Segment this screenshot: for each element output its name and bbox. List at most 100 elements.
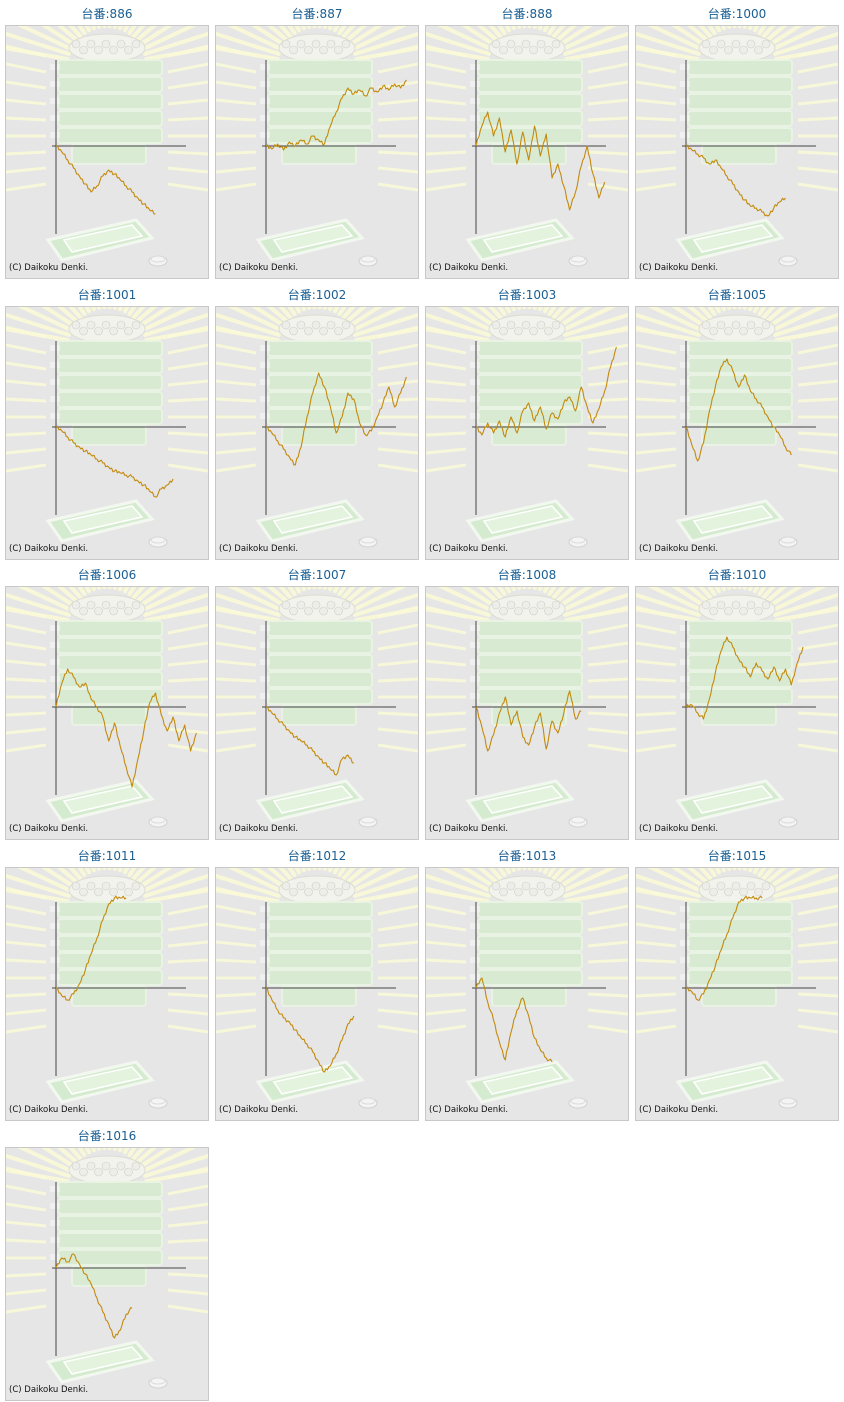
- background-illustration: [6, 867, 208, 1108]
- slump-graph-svg: [216, 587, 418, 828]
- machine-card: 台番:1005 (C) Daikoku Denki.: [635, 285, 839, 560]
- background-illustration: [636, 867, 838, 1108]
- machine-card: 台番:1012 (C) Daikoku Denki.: [215, 846, 419, 1121]
- slump-line: [55, 425, 174, 498]
- copyright-text: (C) Daikoku Denki.: [429, 263, 509, 273]
- machine-number-link[interactable]: 台番:1015: [707, 848, 767, 863]
- background-illustration: [216, 867, 418, 1108]
- machine-card: 台番:1016 (C) Daikoku Denki.: [5, 1126, 209, 1401]
- machine-number-link[interactable]: 台番:1002: [287, 287, 347, 302]
- slump-graph[interactable]: (C) Daikoku Denki.: [425, 25, 629, 279]
- machine-number-link[interactable]: 台番:1003: [497, 287, 557, 302]
- slump-graph-svg: [6, 587, 208, 828]
- machine-card: 台番:886 (C) Daikoku Denki.: [5, 4, 209, 279]
- machine-card: 台番:1002 (C) Daikoku Denki.: [215, 285, 419, 560]
- machine-card: 台番:1010 (C) Daikoku Denki.: [635, 565, 839, 840]
- copyright-text: (C) Daikoku Denki.: [639, 1104, 719, 1115]
- copyright-text: (C) Daikoku Denki.: [9, 1104, 89, 1115]
- slump-line: [685, 144, 786, 217]
- copyright-text: (C) Daikoku Denki.: [219, 263, 299, 273]
- slump-line: [475, 976, 553, 1062]
- machine-number-link[interactable]: 台番:1011: [77, 848, 137, 863]
- slump-line: [55, 895, 127, 1001]
- slump-line: [55, 668, 197, 788]
- machine-card: 台番:1008 (C) Daikoku Denki.: [425, 565, 629, 840]
- machine-number-link[interactable]: 台番:888: [501, 7, 553, 21]
- background-illustration: [216, 587, 418, 828]
- copyright-text: (C) Daikoku Denki.: [219, 1104, 299, 1115]
- slump-graph[interactable]: (C) Daikoku Denki.: [5, 305, 209, 560]
- slump-line: [265, 706, 354, 776]
- background-illustration: [6, 306, 208, 547]
- slump-graph-svg: [216, 867, 418, 1108]
- slump-graph-svg: [636, 867, 838, 1108]
- slump-graph-svg: [6, 26, 208, 267]
- machine-card: 台番:1006 (C) Daikoku Denki.: [5, 565, 209, 840]
- slump-graph-svg: [216, 26, 418, 267]
- copyright-text: (C) Daikoku Denki.: [429, 824, 509, 834]
- background-illustration: [6, 587, 208, 828]
- machine-number-link[interactable]: 台番:1008: [497, 568, 557, 582]
- slump-line: [475, 111, 606, 211]
- slump-graph-svg: [426, 306, 628, 547]
- machine-number-link[interactable]: 台番:1010: [707, 568, 767, 582]
- copyright-text: (C) Daikoku Denki.: [219, 824, 299, 834]
- slump-graph[interactable]: (C) Daikoku Denki.: [5, 586, 209, 840]
- slump-graph[interactable]: (C) Daikoku Denki.: [635, 866, 839, 1121]
- slump-graph[interactable]: (C) Daikoku Denki.: [215, 586, 419, 840]
- slump-graph-svg: [426, 26, 628, 267]
- copyright-text: (C) Daikoku Denki.: [639, 263, 719, 273]
- machine-card: 台番:888 (C) Daikoku Denki.: [425, 4, 629, 279]
- machine-number-link[interactable]: 台番:887: [291, 7, 343, 21]
- slump-line: [265, 371, 407, 466]
- copyright-text: (C) Daikoku Denki.: [9, 543, 89, 554]
- machine-number-link[interactable]: 台番:1007: [287, 568, 347, 582]
- copyright-text: (C) Daikoku Denki.: [639, 824, 719, 834]
- slump-graph[interactable]: (C) Daikoku Denki.: [5, 25, 209, 279]
- machine-number-link[interactable]: 台番:1012: [287, 848, 347, 863]
- slump-graph-svg: [426, 867, 628, 1108]
- copyright-text: (C) Daikoku Denki.: [9, 824, 89, 834]
- slump-graph-svg: [216, 306, 418, 547]
- machine-card: 台番:1015 (C) Daikoku Denki.: [635, 846, 839, 1121]
- slump-graph[interactable]: (C) Daikoku Denki.: [215, 305, 419, 560]
- copyright-text: (C) Daikoku Denki.: [9, 263, 89, 273]
- background-illustration: [426, 26, 628, 267]
- machine-card: 台番:1011 (C) Daikoku Denki.: [5, 846, 209, 1121]
- slump-line: [685, 636, 804, 720]
- machine-number-link[interactable]: 台番:1000: [707, 7, 767, 21]
- slump-graph[interactable]: (C) Daikoku Denki.: [5, 1147, 209, 1401]
- copyright-text: (C) Daikoku Denki.: [639, 543, 719, 554]
- machine-number-link[interactable]: 台番:1013: [497, 848, 557, 863]
- copyright-text: (C) Daikoku Denki.: [9, 1385, 89, 1395]
- slump-graph-svg: [636, 587, 838, 828]
- slump-graph[interactable]: (C) Daikoku Denki.: [215, 866, 419, 1121]
- machine-number-link[interactable]: 台番:1001: [77, 287, 137, 302]
- slump-graph[interactable]: (C) Daikoku Denki.: [425, 305, 629, 560]
- copyright-text: (C) Daikoku Denki.: [429, 543, 509, 554]
- slump-line: [55, 1253, 133, 1339]
- slump-line: [265, 79, 407, 151]
- copyright-text: (C) Daikoku Denki.: [219, 543, 299, 554]
- slump-graph[interactable]: (C) Daikoku Denki.: [425, 866, 629, 1121]
- slump-graph[interactable]: (C) Daikoku Denki.: [425, 586, 629, 840]
- slump-graph-svg: [6, 306, 208, 547]
- machine-number-link[interactable]: 台番:1016: [77, 1129, 137, 1143]
- slump-graph[interactable]: (C) Daikoku Denki.: [635, 305, 839, 560]
- machine-card: 台番:887 (C) Daikoku Denki.: [215, 4, 419, 279]
- slump-graph-svg: [636, 306, 838, 547]
- machine-number-link[interactable]: 台番:1006: [77, 568, 137, 582]
- copyright-text: (C) Daikoku Denki.: [429, 1104, 509, 1115]
- machine-number-link[interactable]: 台番:1005: [707, 287, 767, 302]
- machine-card: 台番:1003 (C) Daikoku Denki.: [425, 285, 629, 560]
- slump-graph[interactable]: (C) Daikoku Denki.: [635, 25, 839, 279]
- slump-graph[interactable]: (C) Daikoku Denki.: [5, 866, 209, 1121]
- slump-graph[interactable]: (C) Daikoku Denki.: [635, 586, 839, 840]
- machine-card: 台番:1000 (C) Daikoku Denki.: [635, 4, 839, 279]
- slump-graph[interactable]: (C) Daikoku Denki.: [215, 25, 419, 279]
- machine-card: 台番:1007 (C) Daikoku Denki.: [215, 565, 419, 840]
- background-illustration: [426, 306, 628, 547]
- machine-number-link[interactable]: 台番:886: [81, 7, 133, 21]
- background-illustration: [636, 587, 838, 828]
